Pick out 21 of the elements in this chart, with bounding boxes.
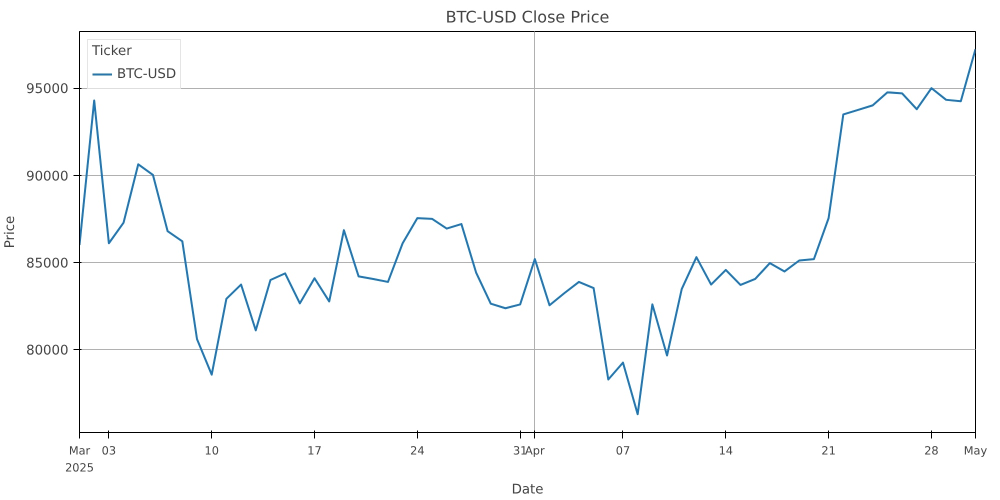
y-axis-title: Price [3, 216, 18, 248]
y-tick-label: 85000 [26, 256, 69, 272]
x-tick-label: 28 [924, 444, 939, 458]
y-tick-label: 80000 [26, 344, 69, 359]
x-tick-label: Mar 2025 [65, 444, 94, 474]
x-tick-label: 21 [821, 444, 836, 458]
y-tick-label: 90000 [26, 169, 69, 184]
legend-title: Ticker [92, 44, 133, 59]
chart-title: BTC-USD Close Price [446, 8, 610, 26]
x-tick-label: 14 [718, 444, 734, 458]
legend-label: BTC-USD [117, 66, 176, 82]
x-tick-label: Apr [525, 444, 545, 458]
x-tick-label: May [964, 444, 988, 458]
x-tick-label: 07 [616, 444, 630, 458]
x-tick-label: 10 [204, 444, 219, 458]
x-tick-label: 24 [410, 444, 425, 458]
x-axis-title: Date [512, 482, 544, 498]
x-tick-label: 03 [102, 444, 116, 458]
x-tick-label: 17 [307, 444, 322, 458]
x-tick-label: 31 [512, 444, 528, 458]
y-tick-label: 95000 [26, 82, 69, 98]
